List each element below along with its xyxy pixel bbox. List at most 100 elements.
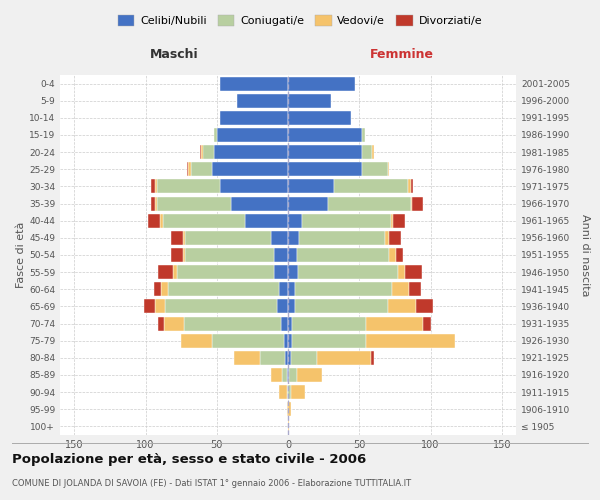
Bar — [288, 300, 295, 314]
Bar — [362, 145, 372, 159]
Bar — [201, 145, 203, 159]
Bar — [362, 128, 365, 142]
Bar — [188, 162, 191, 176]
Bar — [151, 196, 155, 210]
Bar — [202, 145, 214, 159]
Bar — [287, 402, 288, 416]
Bar — [181, 334, 212, 347]
Bar — [274, 265, 288, 279]
Bar — [288, 368, 289, 382]
Bar — [288, 180, 334, 194]
Bar — [234, 351, 260, 365]
Bar — [295, 282, 392, 296]
Bar — [182, 248, 185, 262]
Bar — [158, 265, 173, 279]
Bar — [409, 282, 421, 296]
Bar — [385, 231, 389, 245]
Bar — [389, 231, 401, 245]
Bar — [173, 265, 177, 279]
Bar — [410, 196, 412, 210]
Bar — [392, 282, 409, 296]
Bar — [408, 180, 410, 194]
Bar — [288, 265, 298, 279]
Bar — [284, 334, 288, 347]
Bar — [285, 351, 288, 365]
Bar — [283, 368, 287, 382]
Bar — [288, 162, 362, 176]
Bar — [220, 180, 288, 194]
Bar — [334, 180, 408, 194]
Bar — [277, 300, 288, 314]
Bar — [271, 231, 288, 245]
Bar — [398, 265, 405, 279]
Bar — [295, 300, 388, 314]
Bar — [288, 76, 355, 90]
Bar — [416, 300, 433, 314]
Bar — [410, 180, 413, 194]
Bar — [292, 316, 367, 330]
Bar — [155, 180, 157, 194]
Y-axis label: Fasce di età: Fasce di età — [16, 222, 26, 288]
Bar — [155, 196, 157, 210]
Bar — [191, 162, 212, 176]
Bar — [328, 196, 410, 210]
Bar — [217, 128, 288, 142]
Bar — [288, 128, 362, 142]
Bar — [287, 368, 288, 382]
Bar — [260, 351, 285, 365]
Bar — [182, 231, 185, 245]
Bar — [220, 76, 288, 90]
Bar — [148, 214, 160, 228]
Bar — [185, 248, 274, 262]
Bar — [280, 385, 287, 399]
Bar — [214, 128, 217, 142]
Bar — [271, 368, 283, 382]
Bar — [151, 180, 155, 194]
Bar — [288, 214, 302, 228]
Bar — [412, 196, 424, 210]
Bar — [187, 162, 188, 176]
Bar — [288, 420, 289, 434]
Bar — [394, 214, 405, 228]
Bar — [160, 214, 163, 228]
Bar — [144, 300, 155, 314]
Bar — [212, 162, 288, 176]
Bar — [296, 248, 389, 262]
Text: Popolazione per età, sesso e stato civile - 2006: Popolazione per età, sesso e stato civil… — [12, 452, 366, 466]
Bar — [166, 300, 277, 314]
Bar — [171, 231, 182, 245]
Bar — [220, 111, 288, 125]
Bar — [157, 180, 220, 194]
Bar — [163, 214, 245, 228]
Bar — [289, 368, 296, 382]
Bar — [185, 231, 271, 245]
Bar — [158, 316, 164, 330]
Bar — [200, 145, 201, 159]
Bar — [245, 214, 288, 228]
Bar — [388, 162, 389, 176]
Bar — [389, 248, 397, 262]
Bar — [214, 145, 288, 159]
Bar — [288, 248, 296, 262]
Bar — [424, 316, 431, 330]
Bar — [155, 300, 166, 314]
Bar — [391, 214, 394, 228]
Bar — [288, 94, 331, 108]
Bar — [157, 196, 231, 210]
Bar — [405, 265, 422, 279]
Bar — [291, 351, 317, 365]
Bar — [397, 248, 403, 262]
Bar — [288, 334, 292, 347]
Bar — [212, 334, 284, 347]
Text: COMUNE DI JOLANDA DI SAVOIA (FE) - Dati ISTAT 1° gennaio 2006 - Elaborazione TUT: COMUNE DI JOLANDA DI SAVOIA (FE) - Dati … — [12, 479, 411, 488]
Bar — [317, 351, 371, 365]
Bar — [298, 265, 398, 279]
Text: Femmine: Femmine — [370, 48, 434, 60]
Bar — [291, 385, 305, 399]
Bar — [296, 368, 322, 382]
Bar — [288, 351, 291, 365]
Bar — [274, 248, 288, 262]
Bar — [288, 111, 350, 125]
Bar — [288, 145, 362, 159]
Bar — [288, 231, 299, 245]
